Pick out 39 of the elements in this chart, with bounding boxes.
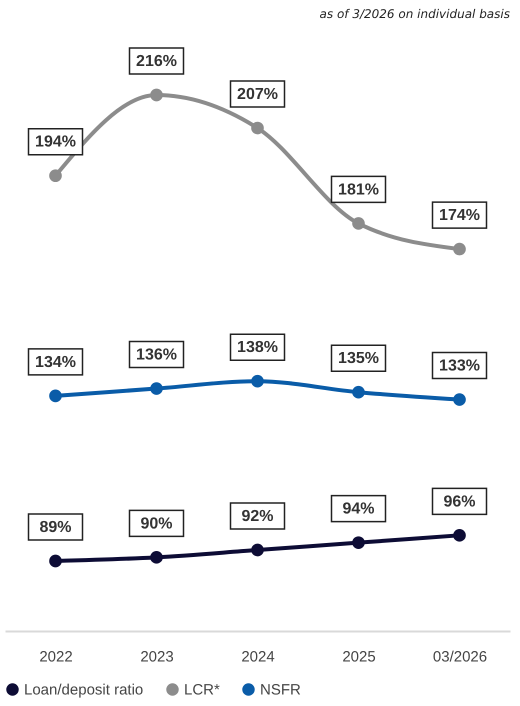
data-label: 89% xyxy=(39,519,72,536)
legend-label: LCR* xyxy=(184,682,220,699)
data-label: 94% xyxy=(342,500,375,518)
point xyxy=(150,88,163,102)
data-label: 134% xyxy=(35,354,76,371)
point xyxy=(251,374,264,388)
data-label: 194% xyxy=(35,134,76,151)
point xyxy=(352,217,365,230)
data-label: 181% xyxy=(338,181,379,198)
x-tick-label: 2023 xyxy=(140,648,174,666)
point xyxy=(453,393,466,406)
point xyxy=(352,386,365,399)
data-label: 92% xyxy=(241,508,274,525)
point xyxy=(251,544,264,556)
data-label: 207% xyxy=(237,86,278,104)
x-tick-label: 03/2026 xyxy=(432,648,488,666)
point xyxy=(453,242,466,256)
x-tick-label: 2024 xyxy=(241,648,275,666)
data-label: 174% xyxy=(439,207,480,224)
data-label: 96% xyxy=(443,493,476,510)
x-tick-label: 2022 xyxy=(39,648,73,666)
legend-label: Loan/deposit ratio xyxy=(24,682,144,699)
point xyxy=(49,390,62,402)
data-label: 138% xyxy=(237,339,278,356)
point xyxy=(150,551,163,564)
data-label: 133% xyxy=(439,358,480,375)
point xyxy=(352,536,365,549)
text: as of 3/2026 on individual basis xyxy=(320,7,510,21)
data-label: 216% xyxy=(136,53,177,70)
x-tick-label: 2025 xyxy=(342,648,376,666)
data-label: 135% xyxy=(338,350,379,368)
point xyxy=(150,382,163,395)
point xyxy=(49,554,62,568)
point xyxy=(251,122,264,134)
data-label: 136% xyxy=(136,346,177,364)
data-label: 90% xyxy=(140,515,173,532)
point xyxy=(49,169,62,182)
point xyxy=(453,529,466,542)
legend-label: NSFR xyxy=(260,682,301,699)
